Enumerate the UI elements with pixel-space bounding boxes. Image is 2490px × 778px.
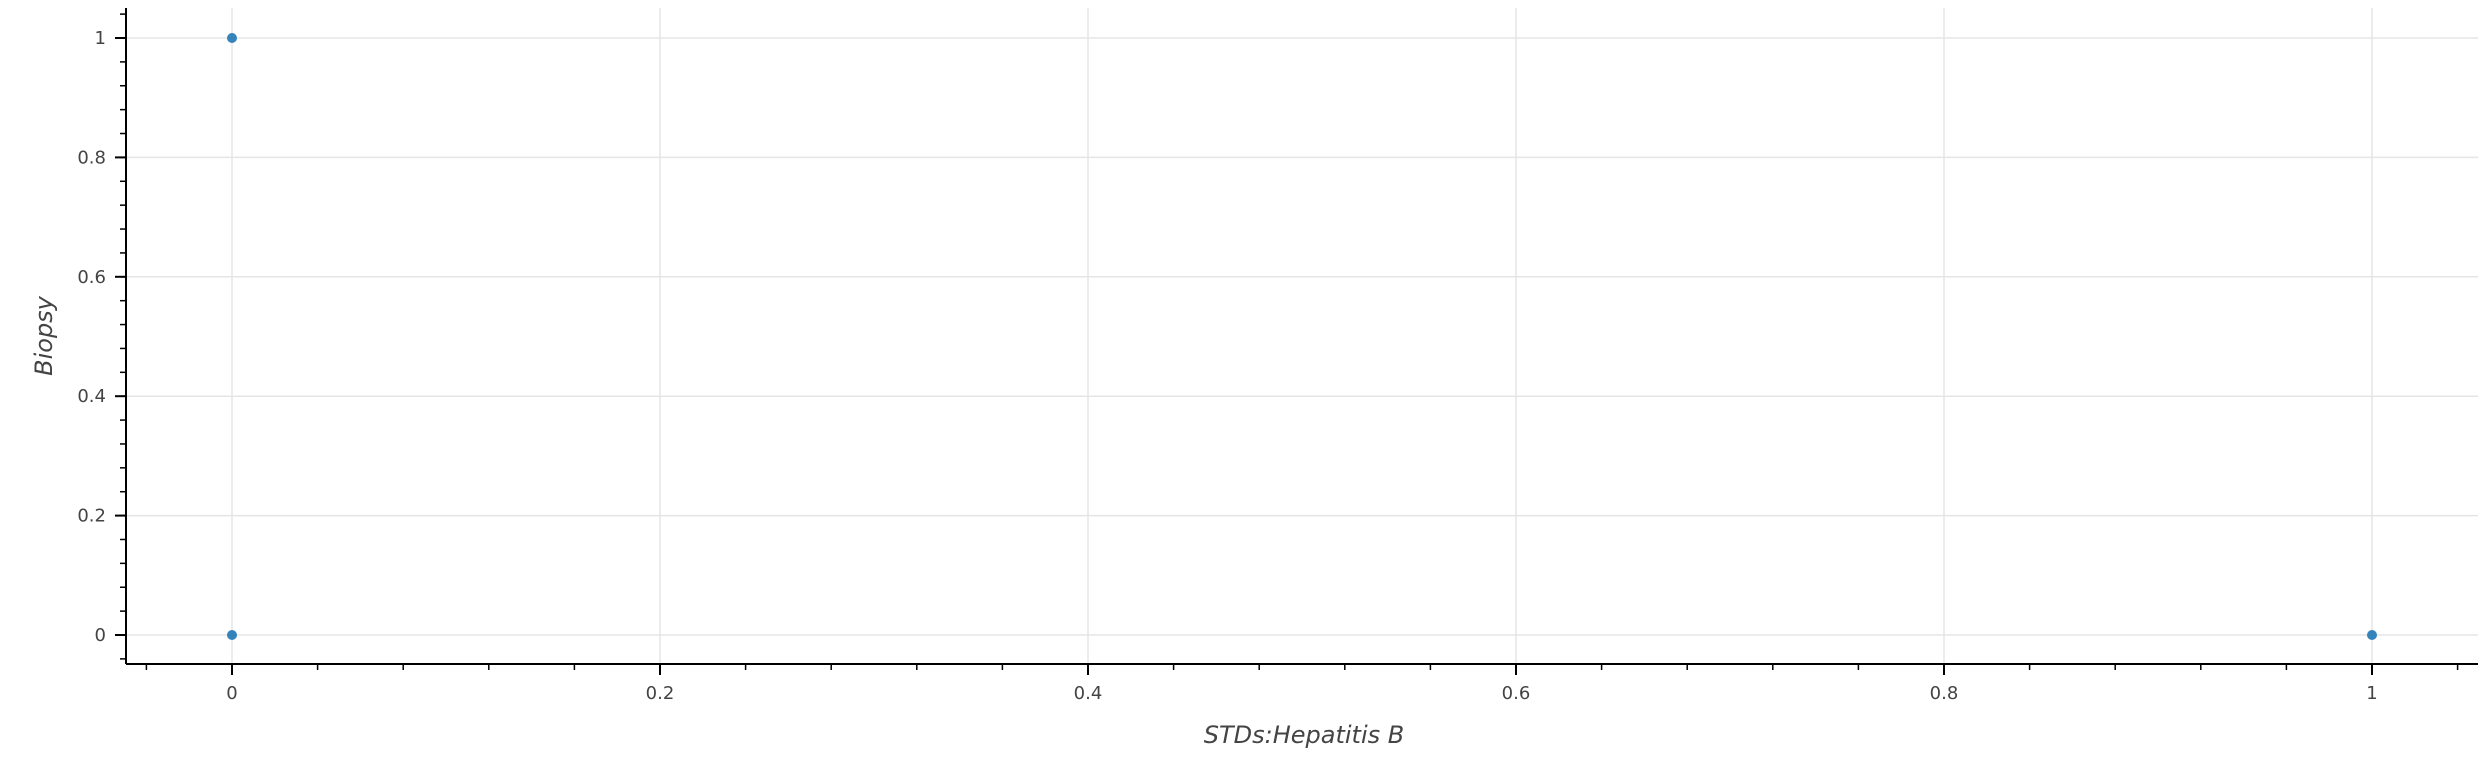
- data-point: [227, 33, 237, 43]
- y-tick-label: 1: [95, 28, 106, 49]
- y-tick-label: 0.6: [77, 267, 106, 288]
- axes: [125, 8, 2478, 665]
- y-tick-label: 0.4: [77, 386, 106, 407]
- y-axis-title: Biopsy: [30, 295, 58, 376]
- x-tick-label: 1: [2366, 683, 2377, 704]
- x-axis-title: STDs:Hepatitis B: [1204, 721, 1404, 749]
- y-tick-label: 0.2: [77, 506, 106, 527]
- x-tick-label: 0.6: [1502, 683, 1531, 704]
- ticks: 0 0.2 0.4 0.6 0.8 1 0 0.2 0.4 0.6 0.8 1: [77, 13, 2459, 704]
- x-tick-label: 0.4: [1074, 683, 1103, 704]
- x-tick-label: 0.2: [646, 683, 675, 704]
- y-tick-label: 0: [95, 625, 106, 646]
- data-point: [2367, 630, 2377, 640]
- data-point: [227, 630, 237, 640]
- y-tick-label: 0.8: [77, 147, 106, 168]
- data-points: [227, 33, 2377, 640]
- x-tick-label: 0.8: [1930, 683, 1959, 704]
- x-tick-label: 0: [226, 683, 237, 704]
- grid-lines: [126, 8, 2478, 664]
